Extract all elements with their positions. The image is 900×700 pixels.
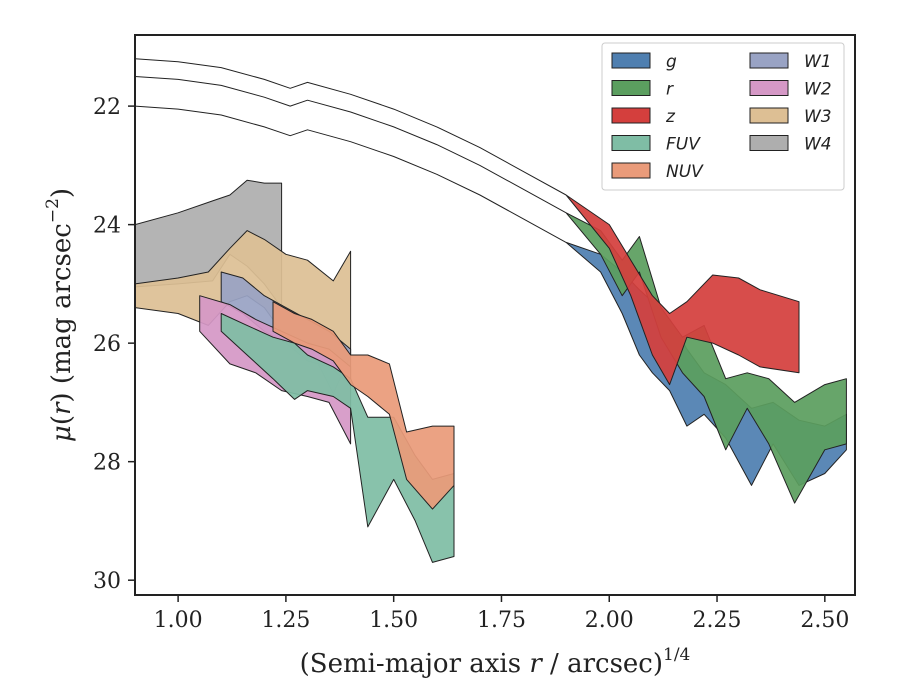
x-tick-label: 2.00 xyxy=(585,608,634,633)
x-tick-label: 2.50 xyxy=(800,608,849,633)
y-axis-title: μ(r) (mag arcsec−2) xyxy=(43,188,77,442)
x-tick-label: 1.75 xyxy=(477,608,526,633)
legend-label-w1: W1 xyxy=(804,52,832,72)
axis-ticks: 1.00 1.25 1.50 1.75 2.00 2.25 2.50 22 24 26 28 30 xyxy=(93,95,849,633)
legend-label-z: z xyxy=(665,107,676,127)
y-tick-label: 28 xyxy=(93,451,121,476)
legend-label-r: r xyxy=(666,80,674,100)
x-tick-label: 1.00 xyxy=(154,608,203,633)
legend-label-w4: W4 xyxy=(804,135,832,155)
legend-label-g: g xyxy=(666,52,677,72)
x-tick-label: 1.50 xyxy=(369,608,418,633)
band-z xyxy=(135,58,800,386)
legend-swatch-fuv xyxy=(611,135,651,151)
legend-swatch-z xyxy=(611,107,651,124)
x-tick-label: 1.25 xyxy=(261,608,310,633)
legend-box xyxy=(601,42,845,191)
legend-label-nuv: NUV xyxy=(666,162,704,182)
band-fuv xyxy=(220,313,455,563)
legend: grz FUV NUV W1 W2 W3 W4 xyxy=(601,42,845,191)
legend-swatch-w3 xyxy=(749,107,789,124)
legend-swatch-w4 xyxy=(749,135,789,151)
legend-swatch-w1 xyxy=(749,52,789,69)
x-tick-label: 2.25 xyxy=(693,608,742,633)
legend-label-w3: W3 xyxy=(804,107,832,127)
band-r xyxy=(135,76,847,504)
legend-swatch-g xyxy=(611,52,651,69)
legend-swatch-r xyxy=(611,80,651,96)
y-tick-label: 22 xyxy=(93,95,121,120)
legend-label-fuv: FUV xyxy=(666,135,701,155)
legend-swatch-w2 xyxy=(749,80,789,96)
x-axis-title: (Semi-major axis r / arcsec)1/4 xyxy=(300,645,691,679)
plot-frame xyxy=(134,34,856,596)
legend-label-w2: W2 xyxy=(804,80,832,100)
y-tick-label: 26 xyxy=(93,332,121,357)
band-nuv xyxy=(272,301,455,510)
legend-swatch-nuv xyxy=(611,162,651,179)
y-tick-label: 30 xyxy=(93,569,121,594)
y-tick-label: 24 xyxy=(93,214,121,239)
profile-bands xyxy=(135,58,847,563)
